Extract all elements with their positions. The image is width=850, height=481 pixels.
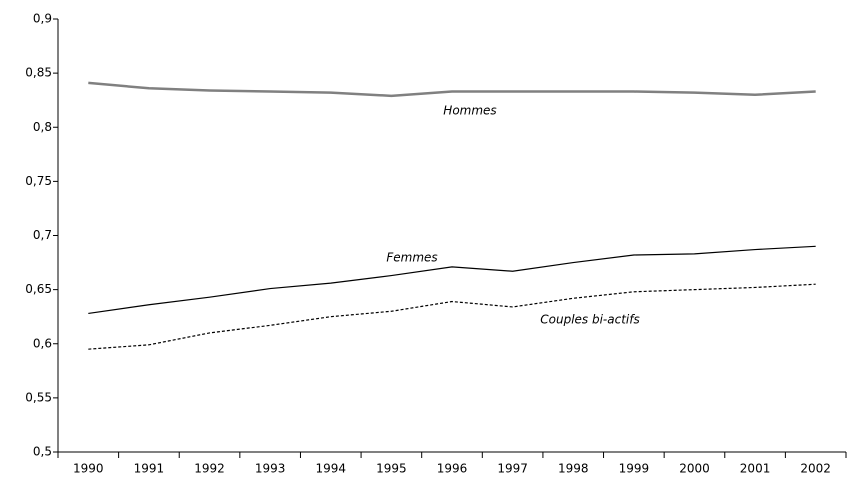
y-tick-label: 0,65 [25, 282, 52, 296]
y-tick-label: 0,5 [33, 445, 52, 459]
y-tick-label: 0,55 [25, 390, 52, 404]
x-tick-label: 1991 [134, 462, 165, 476]
x-tick-label: 1992 [194, 462, 225, 476]
y-tick-label: 0,85 [25, 66, 52, 80]
x-tick-label: 2001 [740, 462, 771, 476]
x-tick-label: 1993 [255, 462, 286, 476]
x-tick-label: 1995 [376, 462, 407, 476]
series-line [88, 283, 816, 350]
x-tick-label: 1998 [558, 462, 589, 476]
x-tick-label: 1994 [315, 462, 346, 476]
x-tick-label: 1990 [73, 462, 104, 476]
y-tick-label: 0,9 [33, 12, 52, 26]
x-tick-label: 2002 [800, 462, 831, 476]
y-tick-label: 0,8 [33, 120, 52, 134]
series-label: Femmes [386, 251, 437, 265]
series-line [88, 245, 816, 315]
x-tick-label: 1996 [437, 462, 468, 476]
y-tick-label: 0,6 [33, 336, 52, 350]
series-label: Couples bi-actifs [540, 313, 639, 327]
series-line [88, 81, 816, 98]
x-tick-label: 1997 [497, 462, 528, 476]
y-tick-label: 0,75 [25, 174, 52, 188]
series-label: Hommes [443, 104, 496, 118]
x-tick-label: 1999 [619, 462, 650, 476]
y-tick-label: 0,7 [33, 228, 52, 242]
x-tick-label: 2000 [679, 462, 710, 476]
